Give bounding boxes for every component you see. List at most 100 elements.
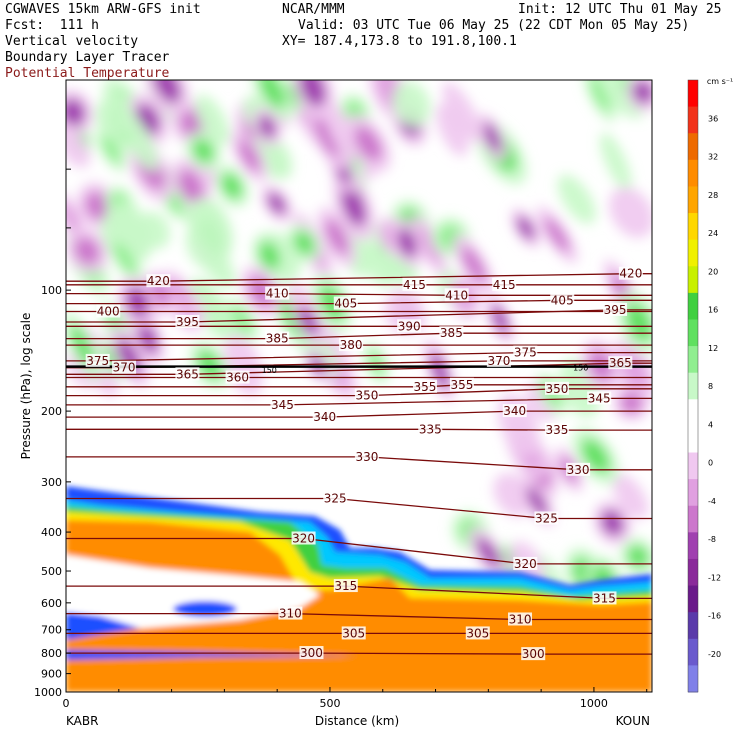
x-axis-label: Distance (km) [315, 714, 399, 728]
isentrope-line [66, 362, 652, 375]
isentrope-label: 305 [342, 626, 365, 640]
vertical-velocity-cell [617, 290, 652, 354]
colorbar-swatch [688, 159, 698, 187]
vertical-velocity-cell [265, 138, 293, 179]
isentrope-label: 365 [176, 367, 199, 381]
tracer-lower-band-orange [66, 650, 652, 692]
plot-frame [65, 79, 653, 693]
isentrope-label-bg [265, 286, 290, 300]
y-tick-label: 500 [41, 565, 62, 578]
isentrope-label-bg [225, 370, 250, 384]
isentrope-line [66, 585, 652, 600]
init-time: Init: 12 UTC Thu 01 May 25 [518, 2, 722, 17]
isentrope-label-bg [323, 491, 348, 505]
isentrope-label-bg [587, 391, 612, 405]
isentrope-label-bg [175, 367, 200, 381]
y-tick-label: 400 [41, 526, 62, 539]
colorbar-label: -8 [708, 535, 716, 544]
isentrope-label: 365 [609, 356, 632, 370]
tracer-contour-orange [66, 520, 652, 692]
colorbar-swatch [688, 558, 698, 587]
isentrope-label-bg [618, 266, 643, 280]
vertical-velocity-cell [66, 228, 108, 274]
colorbar-swatch [688, 452, 698, 480]
vertical-velocity-cell [510, 208, 541, 248]
colorbar-label: 20 [708, 267, 718, 276]
model-title: CGWAVES 15km ARW-GFS init [5, 2, 201, 17]
vertical-velocity-cell [252, 232, 287, 279]
isentrope-label-bg [412, 379, 437, 393]
isentrope-label-bg [603, 302, 628, 316]
isentrope-label-bg [354, 449, 379, 463]
vertical-velocity-cell [66, 120, 91, 168]
isentrope-label-bg [544, 423, 569, 437]
vertical-velocity-cell [193, 278, 234, 337]
isentrope-label: 420 [147, 274, 170, 288]
isentrope-label: 330 [355, 450, 378, 464]
isentrope-label-bg [146, 274, 171, 288]
vertical-velocity-field [66, 80, 652, 620]
y-tick-label: 200 [41, 405, 62, 418]
isentrope-label-bg [502, 404, 527, 418]
isentrope-label-bg [418, 422, 443, 436]
vertical-velocity-cell [186, 199, 231, 255]
vertical-velocity-cell [106, 232, 144, 285]
vertical-velocity-cell [195, 94, 230, 146]
isentrope-label: 385 [266, 332, 289, 346]
isentrope-label: 370 [113, 361, 136, 375]
x-tick-label: 0 [63, 697, 70, 710]
vertical-velocity-cell [305, 102, 348, 171]
colorbar-label: 24 [708, 229, 718, 238]
vertical-velocity-cell [411, 215, 448, 276]
x-tick-label: 500 [319, 697, 340, 710]
isentrope-label-bg [270, 397, 295, 411]
isentrope-label-bg [439, 326, 464, 340]
colorbar-label: -12 [708, 573, 721, 582]
vertical-velocity-cell [583, 80, 617, 122]
plot-area: 420 420 415 415 410 410 405 405 400 395 395 390 385 3… [66, 80, 652, 692]
colorbar-swatch [688, 425, 698, 454]
isentrope-label: 395 [176, 315, 199, 329]
vertical-velocity-cell [477, 113, 507, 162]
vertical-velocity-cell [442, 81, 483, 143]
isentrope-label: 345 [271, 398, 294, 412]
isentrope-line [66, 537, 652, 565]
colorbar: 36 32 28 24 20 16 12 8 4 0 -4 -8 -12 -16 -20 [687, 79, 721, 693]
isentrope-label: 330 [567, 463, 590, 477]
y-tick-label: 700 [41, 624, 62, 637]
colorbar-swatch [688, 186, 698, 214]
isentrope-line [66, 299, 652, 305]
colorbar-label: 8 [708, 382, 713, 391]
vertical-velocity-cell [214, 165, 249, 208]
valid-time: Valid: 03 UTC Tue 06 May 25 (22 CDT Mon … [298, 18, 690, 33]
vertical-velocity-cell [599, 132, 632, 191]
vertical-velocity-cell [358, 242, 393, 287]
colorbar-label: 12 [708, 344, 718, 353]
isentrope-label: 385 [440, 326, 463, 340]
field-label-boundary-layer-tracer: Boundary Layer Tracer [5, 50, 170, 65]
y-tick-label: 1000 [34, 686, 62, 699]
isentrope-label-bg [96, 304, 121, 318]
field-label-potential-temperature: Potential Temperature [5, 66, 170, 81]
isentrope-label-bg [265, 331, 290, 345]
y-tick-label: 900 [41, 668, 62, 681]
colorbar-swatch [688, 80, 698, 108]
vertical-velocity-cell [291, 296, 326, 346]
vertical-velocity-cell [536, 206, 578, 264]
isentrope-label: 400 [97, 304, 120, 318]
isentrope-label-bg [449, 377, 474, 391]
colorbar-swatch [688, 292, 698, 320]
vertical-velocity-cell [117, 276, 158, 328]
vertical-velocity-cell [613, 384, 650, 421]
isentrope-label-bg [492, 277, 517, 291]
colorbar-label: -4 [708, 497, 716, 506]
isentrope-label-bg [402, 277, 427, 291]
isentrope-label: 410 [445, 288, 468, 302]
vertical-velocity-cell [390, 218, 424, 268]
vertical-velocity-cell [261, 184, 293, 223]
colorbar-unit: cm s⁻¹ [707, 77, 733, 86]
isentrope-label: 315 [593, 591, 616, 605]
isentrope-label-bg [534, 511, 559, 525]
isentrope-label: 350 [546, 382, 569, 396]
isentrope-labels: 420 420 415 415 410 410 405 405 400 395 395 390 385 3… [85, 266, 643, 661]
